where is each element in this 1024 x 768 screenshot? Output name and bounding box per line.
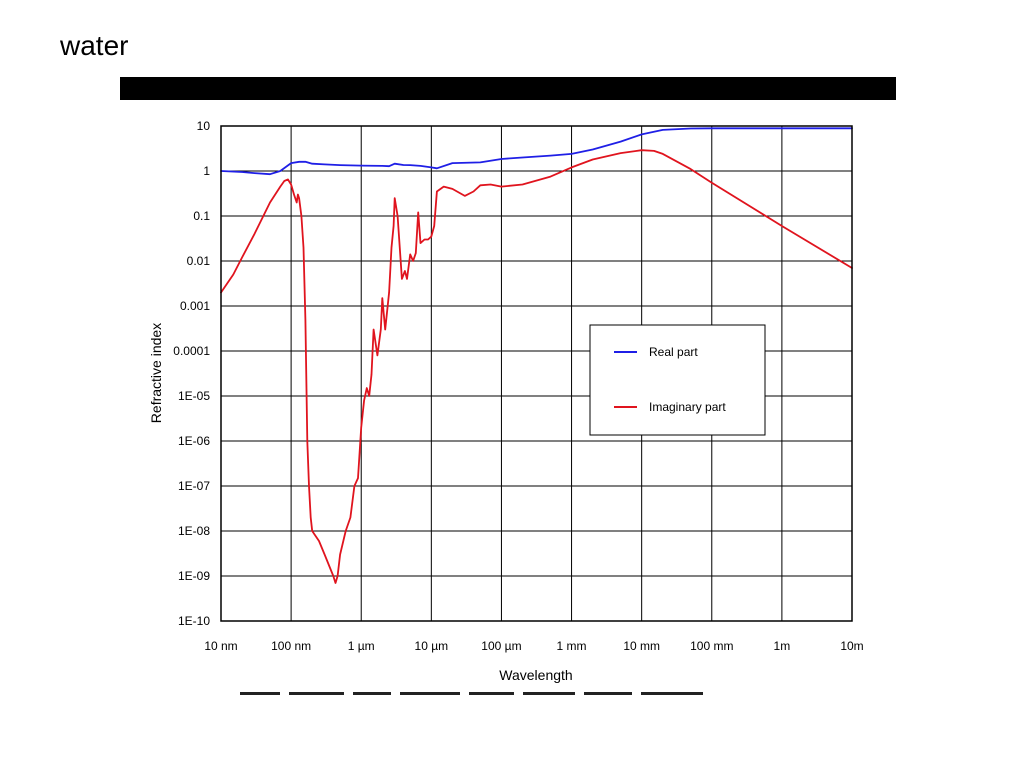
x-tick-label: 100 nm bbox=[271, 639, 311, 653]
x-axis-label: Wavelength bbox=[499, 667, 572, 683]
legend-label-imaginary: Imaginary part bbox=[649, 400, 726, 414]
y-tick-label: 0.01 bbox=[187, 254, 211, 268]
x-tick-label: 1 mm bbox=[557, 639, 587, 653]
y-tick-label: 1E-05 bbox=[178, 389, 210, 403]
x-tick-label: 1m bbox=[774, 639, 791, 653]
y-tick-label: 0.1 bbox=[193, 209, 210, 223]
x-tick-label: 10 nm bbox=[204, 639, 237, 653]
series-group bbox=[220, 127, 853, 584]
y-tick-label: 1 bbox=[203, 164, 210, 178]
x-tick-label: 100 µm bbox=[481, 639, 521, 653]
series-line-real bbox=[220, 127, 853, 176]
x-tick-label: 10 mm bbox=[623, 639, 660, 653]
y-tick-label: 0.0001 bbox=[173, 344, 210, 358]
y-tick-label: 10 bbox=[197, 119, 211, 133]
x-tick-label: 100 mm bbox=[690, 639, 733, 653]
x-tick-label: 10m bbox=[840, 639, 863, 653]
x-tick-labels: 10 nm 100 nm 1 µm 10 µm 100 µm 1 mm 10 mm 100 m… bbox=[204, 639, 863, 653]
legend: Real part Imaginary part bbox=[589, 324, 766, 436]
y-tick-label: 0.001 bbox=[180, 299, 210, 313]
series-line-imaginary bbox=[220, 149, 853, 584]
x-tick-label: 10 µm bbox=[415, 639, 449, 653]
legend-label-real: Real part bbox=[649, 345, 698, 359]
y-tick-labels: 10 1 0.1 0.01 0.001 0.0001 1E-05 1E-06 1E-07 1E-0… bbox=[173, 119, 210, 628]
y-tick-label: 1E-09 bbox=[178, 569, 210, 583]
x-tick-label: 1 µm bbox=[348, 639, 375, 653]
y-tick-label: 1E-08 bbox=[178, 524, 210, 538]
y-tick-label: 1E-10 bbox=[178, 614, 210, 628]
y-tick-label: 1E-06 bbox=[178, 434, 210, 448]
header-bar bbox=[120, 77, 896, 100]
caption-cut-off bbox=[240, 692, 765, 702]
y-tick-label: 1E-07 bbox=[178, 479, 210, 493]
slide-title: water bbox=[60, 30, 129, 61]
legend-box bbox=[589, 324, 766, 436]
plot-border bbox=[220, 125, 853, 622]
y-axis-label: Refractive index bbox=[148, 323, 164, 423]
